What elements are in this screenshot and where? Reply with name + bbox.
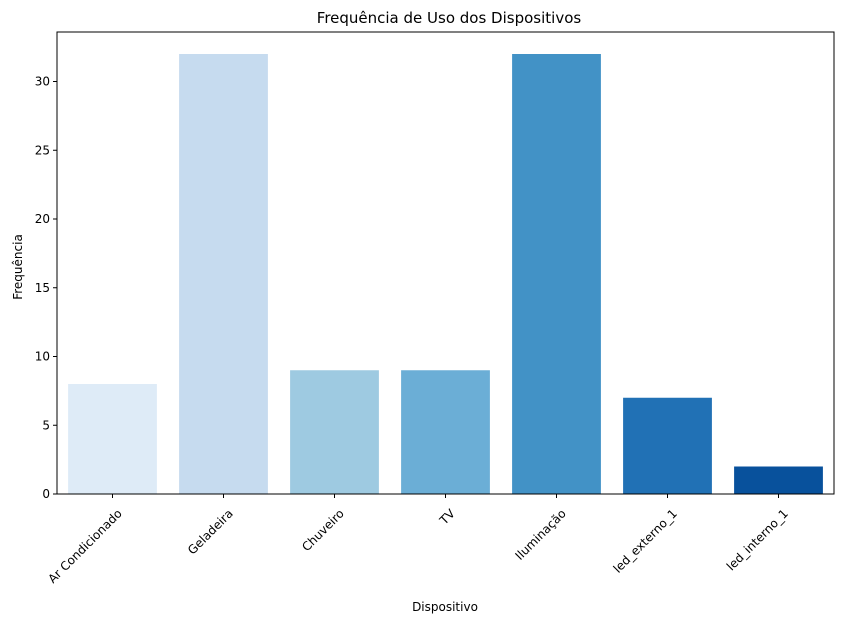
y-tick-label: 25: [35, 143, 50, 157]
x-axis: Ar Condicionado Geladeira Chuveiro TV Ilumin…: [45, 494, 791, 586]
x-tick-label: Chuveiro: [299, 506, 347, 554]
y-tick-label: 0: [42, 487, 50, 501]
plot-frame: [56, 31, 835, 495]
bars-layer: [68, 54, 823, 494]
x-tick-label: led_externo_1: [611, 506, 680, 575]
y-tick-label: 5: [42, 418, 50, 432]
x-tick-label: Geladeira: [185, 506, 236, 557]
x-tick-label: led_interno_1: [724, 506, 791, 573]
x-axis-label: Dispositivo: [412, 600, 478, 614]
y-tick-label: 30: [35, 75, 50, 89]
y-axis: 0 5 10 15 20 25 30: [35, 75, 57, 501]
y-tick-label: 15: [35, 281, 50, 295]
x-tick-label: TV: [436, 506, 458, 528]
chart-title: Frequência de Uso dos Dispositivos: [317, 9, 582, 27]
bar-6: [734, 466, 823, 494]
bar-5: [623, 397, 712, 494]
bar-3: [401, 370, 490, 494]
bar-0: [68, 384, 157, 494]
y-tick-label: 20: [35, 212, 50, 226]
x-tick-label: Ar Condicionado: [45, 506, 125, 586]
bar-4: [512, 54, 601, 494]
x-tick-label: Iluminação: [512, 506, 568, 562]
y-tick-label: 10: [35, 350, 50, 364]
bar-2: [290, 370, 379, 494]
y-axis-label: Frequência: [11, 234, 25, 300]
bar-1: [179, 54, 268, 494]
